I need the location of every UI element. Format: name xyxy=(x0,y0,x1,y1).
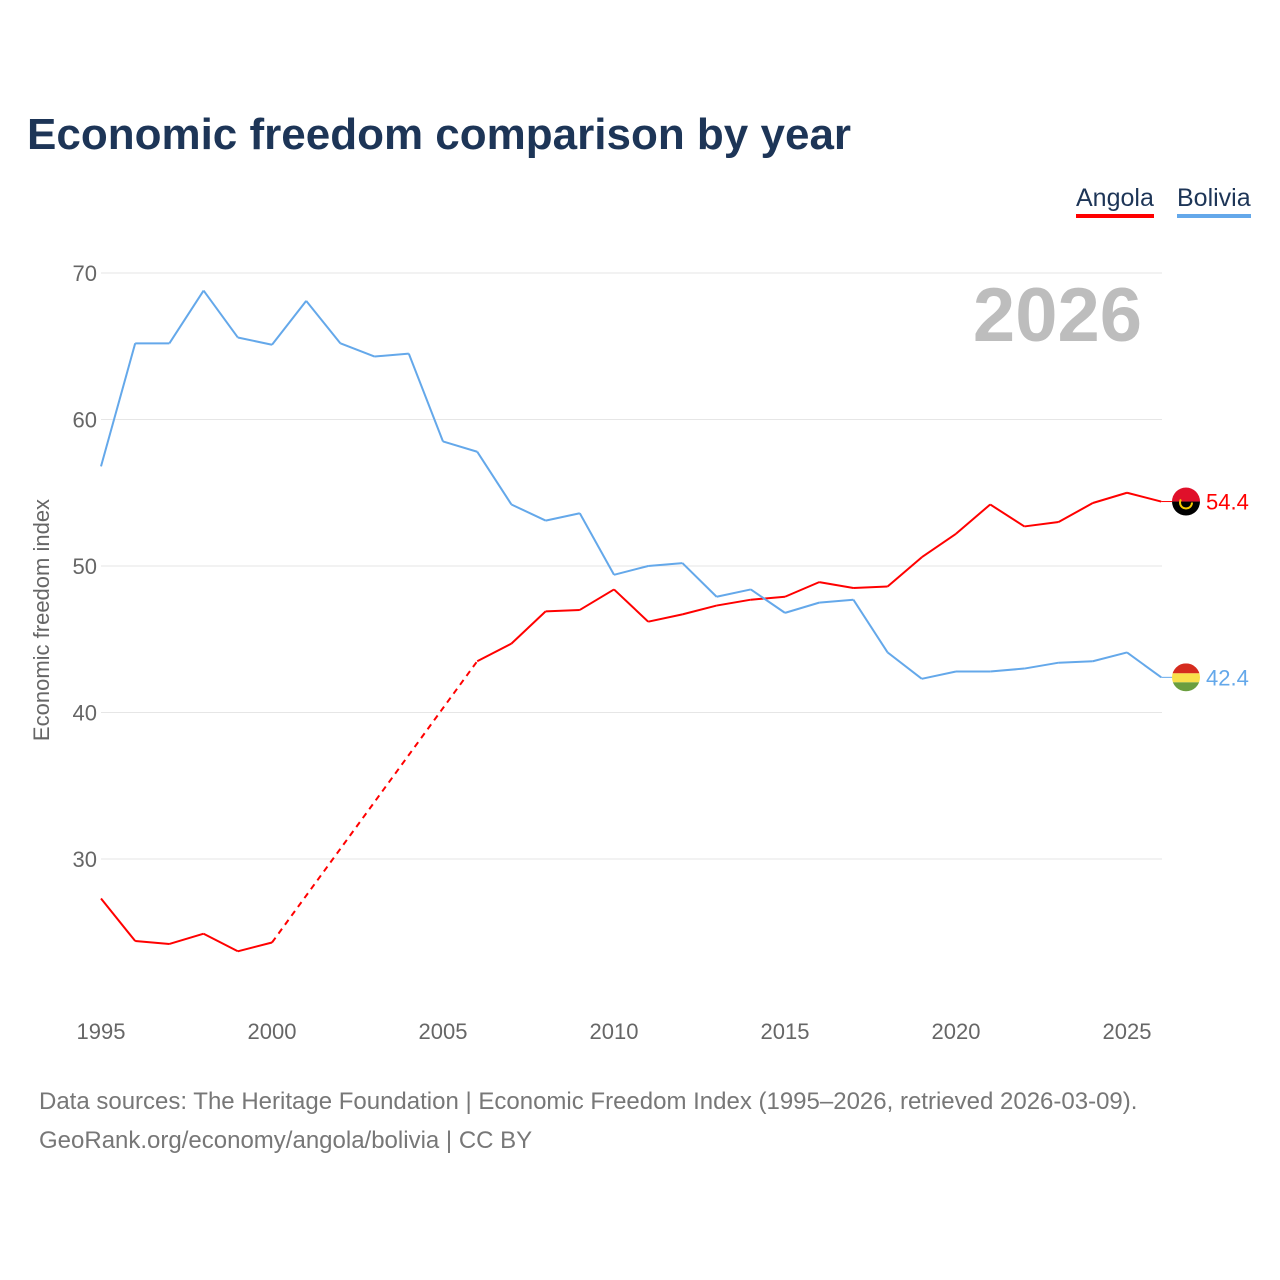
line-segment-bolivia xyxy=(921,670,957,680)
line-segment-bolivia xyxy=(271,300,307,346)
y-tick-label: 30 xyxy=(73,847,97,872)
line-segment-bolivia xyxy=(1092,651,1128,663)
line-segment-angola xyxy=(579,588,615,611)
line-segment-bolivia xyxy=(237,336,273,346)
y-tick-label: 60 xyxy=(73,408,97,433)
line-segment-bolivia xyxy=(1024,661,1059,670)
line-segment-angola xyxy=(1024,521,1059,528)
line-segment-bolivia xyxy=(886,651,923,680)
line-segment-bolivia xyxy=(613,565,649,576)
line-segment-angola xyxy=(135,940,170,945)
line-segment-angola xyxy=(886,556,923,588)
y-tick-label: 50 xyxy=(73,554,97,579)
line-segment-angola xyxy=(784,581,820,598)
x-tick-label: 2010 xyxy=(590,1019,639,1044)
x-tick-label: 2015 xyxy=(761,1019,810,1044)
line-segment-bolivia xyxy=(510,503,547,522)
line-segment-angola xyxy=(1126,491,1162,503)
line-segment-bolivia xyxy=(578,512,615,576)
line-segment-angola xyxy=(750,595,786,601)
x-tick-label: 2005 xyxy=(419,1019,468,1044)
line-segment-bolivia xyxy=(340,342,375,358)
line-segment-bolivia xyxy=(784,601,820,614)
line-segment-angola xyxy=(169,932,204,945)
line-segment-bolivia xyxy=(648,562,683,567)
line-segment-angola xyxy=(682,604,717,616)
line-segment-bolivia xyxy=(819,598,854,604)
x-tick-label: 2020 xyxy=(932,1019,981,1044)
line-segment-bolivia xyxy=(202,289,239,339)
line-segment-bolivia xyxy=(716,588,752,598)
line-segment-bolivia xyxy=(407,353,444,442)
legend-angola[interactable]: Angola xyxy=(1076,184,1154,218)
angola-flag-icon xyxy=(1172,487,1200,516)
line-segment-angola xyxy=(647,613,683,623)
line-segment-angola xyxy=(989,503,1025,528)
line-segment-angola xyxy=(545,608,580,613)
line-segment-angola xyxy=(613,588,649,623)
line-segment-angola xyxy=(1092,491,1128,504)
line-segment-angola xyxy=(476,642,512,663)
line-segment-bolivia xyxy=(100,343,137,467)
chart-title: Economic freedom comparison by year xyxy=(27,110,852,159)
y-tick-label: 40 xyxy=(73,701,97,726)
line-segment-angola xyxy=(853,585,888,589)
legend-bolivia[interactable]: Bolivia xyxy=(1177,184,1251,218)
line-segment-bolivia xyxy=(168,290,205,344)
line-segment-bolivia xyxy=(681,562,718,598)
line-segment-bolivia xyxy=(476,451,513,506)
line-segment-bolivia xyxy=(374,352,409,358)
line-segment-angola xyxy=(510,610,547,645)
year-watermark: 2026 xyxy=(972,273,1142,358)
line-segment-bolivia xyxy=(545,512,581,522)
line-segment-bolivia xyxy=(305,300,342,344)
gap-segment-angola xyxy=(271,660,479,944)
y-tick-label: 70 xyxy=(73,261,97,286)
x-tick-label: 1995 xyxy=(77,1019,126,1044)
line-segment-angola xyxy=(203,932,239,953)
end-value-label-bolivia: 42.4 xyxy=(1206,665,1249,690)
line-segment-angola xyxy=(819,581,854,589)
x-tick-label: 2000 xyxy=(248,1019,297,1044)
line-segment-angola xyxy=(955,503,991,535)
line-segment-bolivia xyxy=(852,599,889,653)
footer-sources: Data sources: The Heritage Foundation | … xyxy=(39,1088,1138,1115)
end-value-label-angola: 54.4 xyxy=(1206,490,1249,515)
line-segment-bolivia xyxy=(1126,651,1162,679)
line-segment-bolivia xyxy=(990,667,1025,673)
line-segment-angola xyxy=(921,532,957,559)
line-segment-angola xyxy=(237,941,273,953)
x-tick-label: 2025 xyxy=(1103,1019,1152,1044)
line-segment-bolivia xyxy=(442,440,478,453)
line-segment-bolivia xyxy=(1058,660,1093,664)
bolivia-flag-icon xyxy=(1172,663,1200,692)
footer-link[interactable]: GeoRank.org/economy/angola/bolivia | CC … xyxy=(39,1127,533,1154)
line-segment-angola xyxy=(1058,502,1094,523)
line-segment-angola xyxy=(716,598,751,607)
line-segment-angola xyxy=(100,897,136,942)
line-segment-bolivia xyxy=(750,588,786,614)
